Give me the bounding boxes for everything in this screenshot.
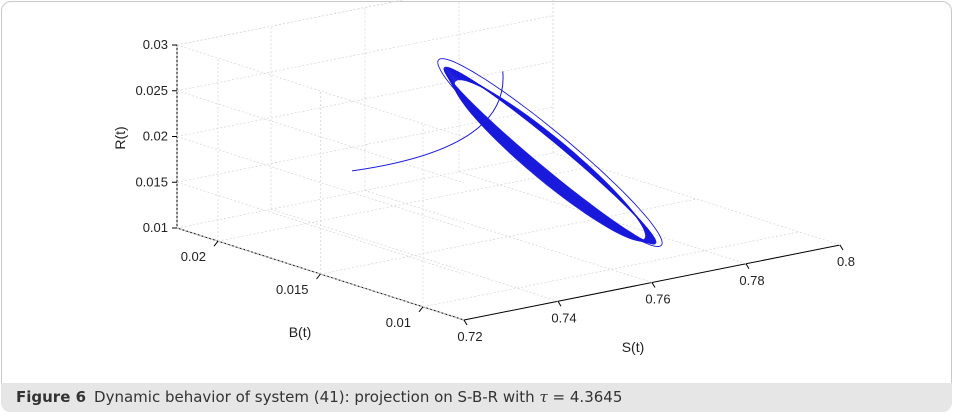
figure-caption: Figure 6 Dynamic behavior of system (41):… (16, 388, 622, 406)
y-tick-mark (213, 240, 219, 247)
trajectory-band-loop (449, 74, 651, 243)
x-tick-mark (745, 263, 750, 270)
trajectory-band-loop (445, 69, 655, 244)
trajectory-band-loop (448, 72, 652, 243)
y-ticks: 0.01 0.015 0.02 (181, 240, 424, 330)
z-tick-label: 0.025 (135, 83, 168, 98)
trajectory-band-loop (445, 68, 655, 244)
trajectory-band-loop (452, 77, 648, 242)
trajectory-initial-tail (352, 71, 504, 172)
trajectory-band-loop (450, 75, 650, 243)
trajectory-band-loop (448, 73, 652, 243)
x-tick-mark (557, 300, 562, 307)
z-tick-label: 0.02 (143, 129, 168, 144)
y-tick-mark (418, 306, 424, 313)
trajectory-band-loop (451, 77, 648, 242)
trajectory-band-loop (445, 69, 654, 244)
x-tick-label: 0.8 (837, 254, 855, 269)
trajectory-band-loop (446, 70, 654, 244)
y-tick-label: 0.02 (181, 249, 206, 264)
trajectory-band-loop (444, 68, 656, 245)
gridline (422, 231, 800, 308)
trajectory-band-loop (444, 67, 656, 245)
trajectory-band-loop (448, 72, 652, 243)
y-tick-label: 0.015 (276, 282, 309, 297)
trajectory-band-loop (453, 79, 647, 242)
caption-value: = 4.3645 (552, 388, 623, 406)
trajectory-outer-loop (437, 58, 663, 247)
z-axis-label: R(t) (112, 126, 128, 149)
trajectory-series (352, 58, 663, 247)
gridline (176, 44, 465, 138)
caption-label: Figure 6 (16, 388, 87, 406)
x-tick-mark (463, 319, 468, 326)
y-tick-label: 0.01 (386, 315, 411, 330)
gridline (176, 136, 465, 229)
trajectory-band-loop (453, 78, 647, 242)
gridline (364, 190, 653, 283)
trajectory-band-loop (447, 71, 653, 244)
x-axis-label: S(t) (622, 339, 645, 355)
trajectory-band-loop (443, 66, 657, 245)
trajectory-band-loop (443, 67, 657, 245)
z-tick-label: 0.01 (143, 220, 168, 235)
trajectory-band-loop (449, 73, 651, 243)
x-tick-label: 0.74 (551, 310, 576, 325)
tau-symbol: τ (539, 388, 548, 406)
caption-text: Dynamic behavior of system (41): project… (94, 388, 535, 406)
z-tick-label: 0.03 (143, 37, 168, 52)
x-tick-mark (651, 282, 656, 288)
trajectory-band-loop (450, 74, 650, 243)
x-tick-label: 0.78 (739, 273, 764, 288)
x-tick-mark (839, 244, 844, 251)
z-ticks: 0.01 0.015 0.02 0.025 0.03 (135, 37, 177, 235)
trajectory-band-loop (451, 76, 649, 242)
trajectory-band-loop (446, 70, 654, 244)
gridline (270, 208, 559, 302)
trajectory-band-loop (447, 71, 653, 244)
y-axis-label: B(t) (289, 324, 312, 340)
x-tick-label: 0.76 (645, 292, 670, 307)
grid (176, 0, 841, 321)
trajectory-band-loop (450, 75, 650, 242)
trajectory-band-loop (452, 78, 648, 242)
gridline (552, 152, 841, 246)
x-ticks: 0.72 0.74 0.76 0.78 0.8 (457, 244, 855, 344)
trajectory-band-loop (451, 76, 649, 242)
caption-bar: Figure 6 Dynamic behavior of system (41):… (1, 383, 952, 412)
y-tick-mark (316, 273, 321, 280)
x-tick-label: 0.72 (457, 329, 482, 344)
z-tick-label: 0.015 (135, 174, 168, 189)
